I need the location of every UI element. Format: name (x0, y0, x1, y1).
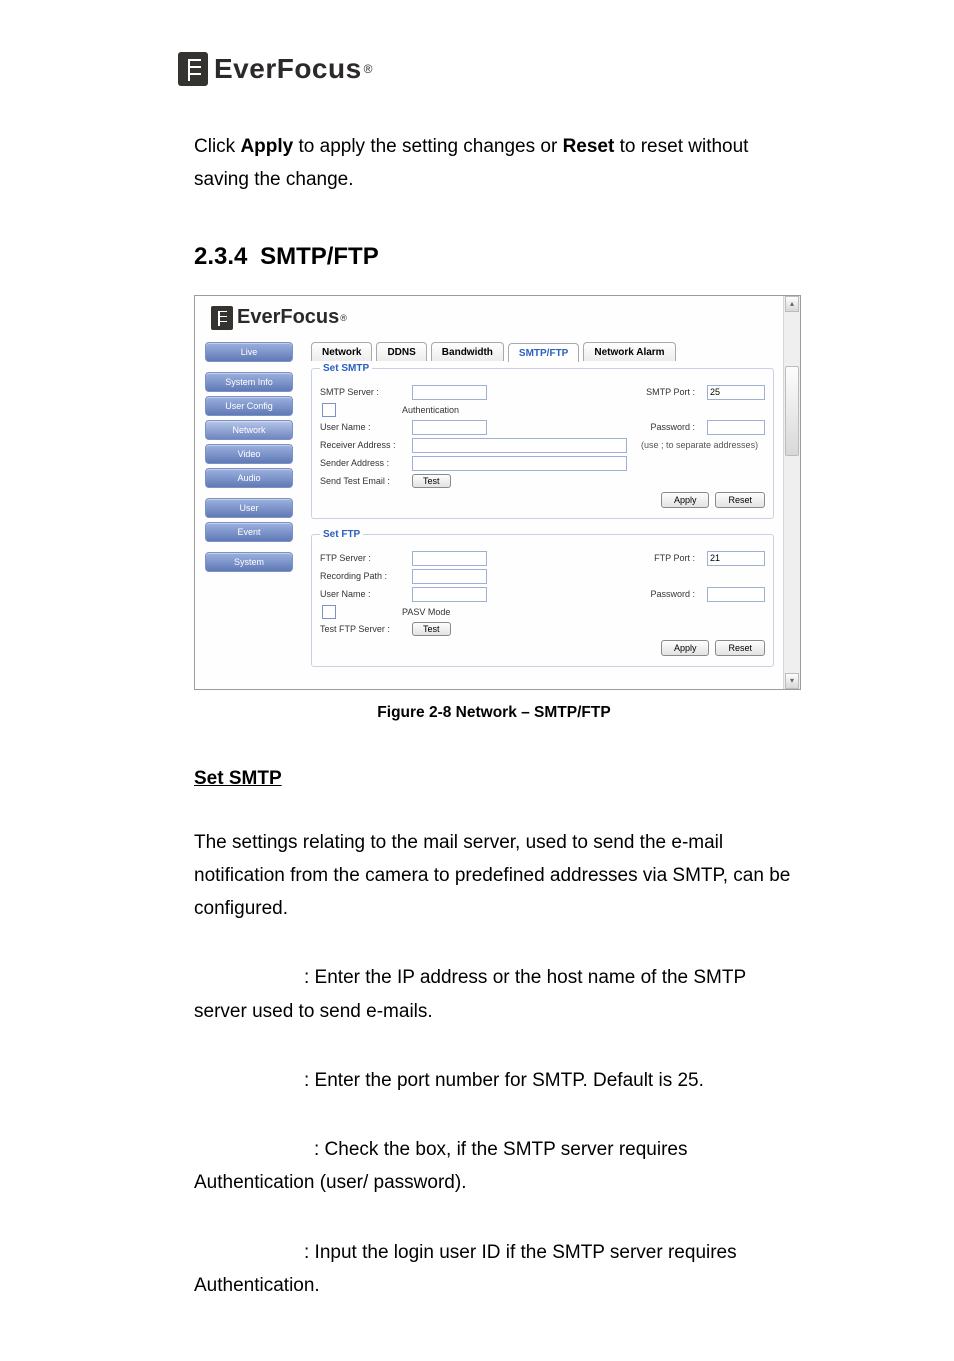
tab-smtpftp[interactable]: SMTP/FTP (508, 343, 579, 362)
sidebar-item-live[interactable]: Live (205, 342, 293, 362)
smtp-userid-desc: : Input the login user ID if the SMTP se… (194, 1236, 794, 1303)
intro-mid: to apply the setting changes or (293, 136, 562, 157)
ftp-fieldset: Set FTP FTP Server : FTP Port : Recordin… (311, 529, 774, 667)
everfocus-mark-icon (211, 306, 233, 330)
smtp-user-input[interactable] (412, 420, 487, 435)
everfocus-logo: EverFocus ® (178, 52, 954, 86)
section-number: 2.3.4 (194, 243, 247, 270)
smtp-auth-desc: : Check the box, if the SMTP server requ… (194, 1133, 794, 1200)
ftp-legend: Set FTP (320, 529, 363, 540)
ftp-port-input[interactable] (707, 551, 765, 566)
ftp-port-label: FTP Port : (635, 553, 695, 563)
scroll-down-icon[interactable]: ▾ (785, 673, 799, 689)
panel: Network DDNS Bandwidth SMTP/FTP Network … (311, 342, 774, 677)
intro-apply: Apply (240, 136, 293, 157)
everfocus-mark-icon (178, 52, 208, 86)
smtp-user-label: User Name : (320, 422, 406, 432)
ftp-test-label: Test FTP Server : (320, 624, 406, 634)
ftp-pasv-label: PASV Mode (402, 607, 450, 617)
smtp-server-text: : Enter the IP address or the host name … (194, 967, 746, 1021)
ftp-rec-input[interactable] (412, 569, 487, 584)
ftp-user-input[interactable] (412, 587, 487, 602)
section-heading: 2.3.4 SMTP/FTP (194, 243, 794, 271)
smtp-port-desc: : Enter the port number for SMTP. Defaul… (194, 1064, 794, 1097)
sidebar-item-video[interactable]: Video (205, 444, 293, 464)
ftp-rec-label: Recording Path : (320, 571, 406, 581)
smtp-desc: The settings relating to the mail server… (194, 826, 794, 926)
smtp-port-label: SMTP Port : (635, 387, 695, 397)
tab-network[interactable]: Network (311, 342, 372, 361)
smtp-recv-label: Receiver Address : (320, 440, 406, 450)
registered-icon: ® (340, 313, 347, 323)
smtp-test-label: Send Test Email : (320, 476, 406, 486)
smtp-port-input[interactable] (707, 385, 765, 400)
sidebar-item-audio[interactable]: Audio (205, 468, 293, 488)
ftp-test-button[interactable]: Test (412, 622, 451, 636)
smtp-port-text: : Enter the port number for SMTP. Defaul… (304, 1070, 704, 1091)
scroll-thumb[interactable] (785, 366, 799, 456)
smtp-reset-button[interactable]: Reset (715, 492, 765, 508)
ftp-pasv-checkbox[interactable] (322, 605, 336, 619)
everfocus-word: EverFocus (214, 53, 362, 85)
smtp-apply-button[interactable]: Apply (661, 492, 710, 508)
smtp-recv-note: (use ; to separate addresses) (641, 440, 758, 450)
smtp-server-label: SMTP Server : (320, 387, 406, 397)
intro-reset: Reset (563, 136, 615, 157)
smtp-sender-input[interactable] (412, 456, 627, 471)
tab-bar: Network DDNS Bandwidth SMTP/FTP Network … (311, 342, 774, 361)
smtp-recv-input[interactable] (412, 438, 627, 453)
screenshot-inner: EverFocus ® Live System Info User Config… (195, 296, 800, 689)
sidebar-item-system-info[interactable]: System Info (205, 372, 293, 392)
ftp-reset-button[interactable]: Reset (715, 640, 765, 656)
sidebar-item-system[interactable]: System (205, 552, 293, 572)
screenshot-logo: EverFocus ® (205, 304, 774, 336)
sidebar-item-event[interactable]: Event (205, 522, 293, 542)
sidebar-item-user[interactable]: User (205, 498, 293, 518)
smtp-auth-checkbox[interactable] (322, 403, 336, 417)
smtp-server-input[interactable] (412, 385, 487, 400)
smtp-fieldset: Set SMTP SMTP Server : SMTP Port : Authe… (311, 363, 774, 519)
everfocus-word-sm: EverFocus (237, 306, 339, 329)
ftp-pass-input[interactable] (707, 587, 765, 602)
smtp-pass-input[interactable] (707, 420, 765, 435)
page: EverFocus ® Click Apply to apply the set… (0, 0, 954, 1361)
sidebar-item-network[interactable]: Network (205, 420, 293, 440)
ftp-user-label: User Name : (320, 589, 406, 599)
tab-bandwidth[interactable]: Bandwidth (431, 342, 504, 361)
scrollbar[interactable]: ▴ ▾ (783, 296, 800, 689)
tab-ddns[interactable]: DDNS (376, 342, 426, 361)
set-smtp-heading: Set SMTP (194, 768, 794, 790)
smtp-test-button[interactable]: Test (412, 474, 451, 488)
intro-paragraph: Click Apply to apply the setting changes… (194, 130, 794, 197)
tab-network-alarm[interactable]: Network Alarm (583, 342, 675, 361)
smtp-user-text: : Input the login user ID if the SMTP se… (194, 1242, 737, 1296)
ftp-server-input[interactable] (412, 551, 487, 566)
screenshot-figure: EverFocus ® Live System Info User Config… (194, 295, 801, 690)
ftp-apply-button[interactable]: Apply (661, 640, 710, 656)
sidebar: Live System Info User Config Network Vid… (205, 342, 293, 576)
section-title: SMTP/FTP (260, 243, 379, 270)
sidebar-item-user-config[interactable]: User Config (205, 396, 293, 416)
smtp-sender-label: Sender Address : (320, 458, 406, 468)
figure-caption: Figure 2-8 Network – SMTP/FTP (194, 704, 794, 722)
smtp-legend: Set SMTP (320, 363, 372, 374)
screenshot-body: Live System Info User Config Network Vid… (205, 342, 774, 677)
smtp-auth-text: : Check the box, if the SMTP server requ… (194, 1139, 687, 1193)
ftp-server-label: FTP Server : (320, 553, 406, 563)
smtp-auth-label: Authentication (402, 405, 459, 415)
ftp-pass-label: Password : (635, 589, 695, 599)
intro-click: Click (194, 136, 240, 157)
scroll-up-icon[interactable]: ▴ (785, 296, 799, 312)
smtp-pass-label: Password : (635, 422, 695, 432)
registered-icon: ® (364, 62, 373, 76)
smtp-server-desc: : Enter the IP address or the host name … (194, 961, 794, 1028)
